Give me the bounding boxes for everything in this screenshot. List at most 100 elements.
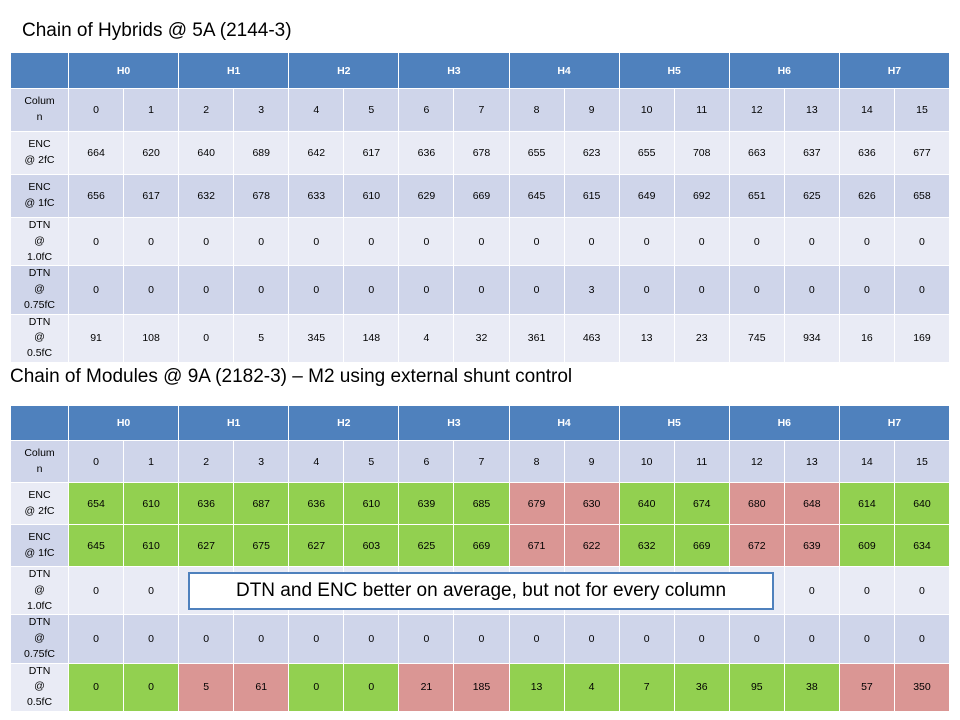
cell: 617: [123, 174, 180, 218]
cell: 0: [67, 662, 125, 712]
cell: 9: [563, 88, 620, 132]
cell: 620: [123, 131, 180, 175]
cell: 639: [398, 482, 455, 525]
cell: 0: [67, 440, 125, 483]
row-label: ENC @ 2fC: [10, 131, 69, 175]
cell: 678: [233, 174, 290, 218]
cell: 655: [618, 131, 675, 175]
cell: 671: [508, 524, 565, 567]
row: DTN @ 1.0fC 0 0 0 0 0 0 0 0 0 0 0 0 0 0 0 0: [10, 216, 951, 267]
row-label: DTN @ 0.5fC: [10, 313, 69, 363]
cell: 108: [123, 313, 180, 363]
cell: 0: [893, 216, 951, 267]
cell: 0: [67, 614, 125, 664]
cell: 23: [673, 313, 730, 363]
cell: 680: [728, 482, 785, 525]
cell: 0: [728, 216, 785, 267]
row: Column 0 1 2 3 4 5 6 7 8 9 10 11 12 13 14 15: [10, 440, 951, 483]
cell: 685: [453, 482, 510, 525]
cell: 0: [123, 662, 180, 712]
cell: 0: [178, 265, 235, 315]
cell: 361: [508, 313, 565, 363]
cell: 13: [783, 440, 840, 483]
row: ENC @ 2fC 654 610 636 687 636 610 639 685 679 630 6…: [10, 482, 951, 525]
cell: 0: [838, 614, 895, 664]
cell: 9: [563, 440, 620, 483]
cell: 0: [783, 216, 840, 267]
cell: 4: [288, 88, 345, 132]
cell: 0: [343, 662, 400, 712]
cell: 0: [508, 614, 565, 664]
cell: 6: [398, 440, 455, 483]
cell: 637: [783, 131, 840, 175]
header-cell: H7: [838, 52, 951, 89]
header-cell: H6: [728, 52, 840, 89]
cell: 0: [67, 265, 125, 315]
cell: 623: [563, 131, 620, 175]
cell: 32: [453, 313, 510, 363]
header-cell: H1: [178, 52, 290, 89]
header-cell: H6: [728, 405, 840, 441]
cell: 745: [728, 313, 785, 363]
cell: 636: [838, 131, 895, 175]
cell: 185: [453, 662, 510, 712]
cell: 677: [893, 131, 951, 175]
cell: 0: [893, 265, 951, 315]
cell: 627: [178, 524, 235, 567]
cell: 0: [453, 265, 510, 315]
cell: 0: [508, 265, 565, 315]
cell: 91: [67, 313, 125, 363]
cell: 687: [233, 482, 290, 525]
row-label: DTN @ 0.75fC: [10, 614, 69, 664]
cell: 7: [453, 88, 510, 132]
cell: 609: [838, 524, 895, 567]
cell: 617: [343, 131, 400, 175]
cell: 0: [508, 216, 565, 267]
row-label: DTN @ 1.0fC: [10, 565, 69, 616]
cell: 10: [618, 88, 675, 132]
cell: 0: [893, 614, 951, 664]
cell: 669: [453, 524, 510, 567]
cell: 0: [618, 265, 675, 315]
cell: 1: [123, 440, 180, 483]
cell: 640: [618, 482, 675, 525]
header-cell: H4: [508, 52, 620, 89]
cell: 8: [508, 440, 565, 483]
cell: 0: [123, 216, 180, 267]
cell: 0: [233, 614, 290, 664]
cell: 0: [288, 216, 345, 267]
cell: 0: [673, 614, 730, 664]
row: Column 0 1 2 3 4 5 6 7 8 9 10 11 12 13 14 15: [10, 88, 951, 132]
cell: 0: [67, 88, 125, 132]
cell: 0: [178, 614, 235, 664]
row-label: DTN @ 0.75fC: [10, 265, 69, 315]
table: H0 H1 H2 H3 H4 H5 H6 H7 Column 0 1 2 3 4 5 6 7 8 9 10 11 12 13…: [10, 52, 951, 363]
cell: 634: [893, 524, 951, 567]
cell: 0: [673, 216, 730, 267]
cell: 38: [783, 662, 840, 712]
cell: 463: [563, 313, 620, 363]
cell: 0: [343, 614, 400, 664]
row-label: Column: [10, 88, 69, 132]
cell: 5: [178, 662, 235, 712]
row: DTN @ 0.75fC 0 0 0 0 0 0 0 0 0 0 0 0 0 0 0 0: [10, 614, 951, 664]
cell: 0: [838, 216, 895, 267]
row: ENC @ 2fC 664 620 640 689 642 617 636 678 655 623 6…: [10, 131, 951, 175]
cell: 649: [618, 174, 675, 218]
cell: 658: [893, 174, 951, 218]
row-label: ENC @ 1fC: [10, 174, 69, 218]
cell: 2: [178, 440, 235, 483]
cell: 614: [838, 482, 895, 525]
cell: 0: [398, 216, 455, 267]
cell: 689: [233, 131, 290, 175]
header-cell: H2: [288, 52, 400, 89]
cell: 639: [783, 524, 840, 567]
cell: 15: [893, 440, 951, 483]
cell: 632: [618, 524, 675, 567]
cell: 0: [563, 614, 620, 664]
cell: 626: [838, 174, 895, 218]
cell: 0: [728, 265, 785, 315]
header-cell: H0: [67, 52, 180, 89]
cell: 0: [618, 614, 675, 664]
cell: 11: [673, 440, 730, 483]
